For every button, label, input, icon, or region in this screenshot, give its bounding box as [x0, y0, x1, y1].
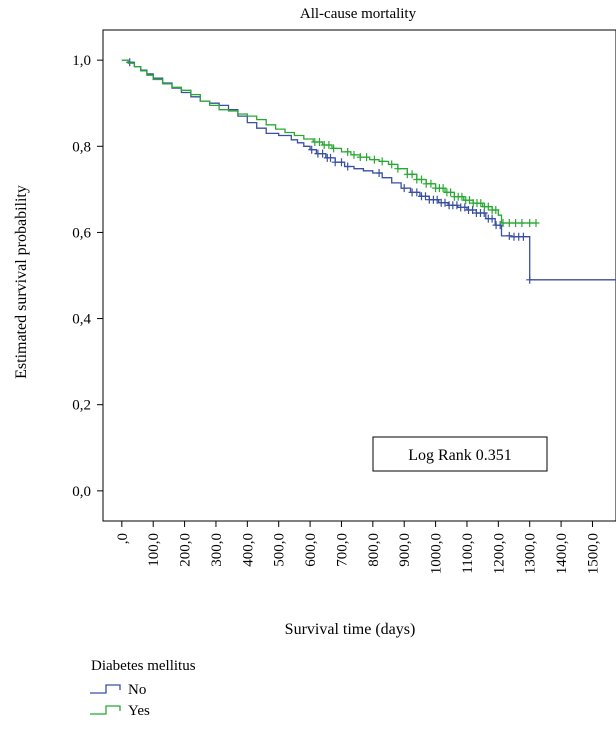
censor-mark: [526, 275, 534, 284]
censor-mark: [427, 179, 435, 188]
y-axis: 0,0 0,2 0,4 0,6 0,8 1,0: [72, 53, 103, 500]
censor-mark: [344, 162, 352, 171]
censor-mark: [484, 202, 492, 211]
censor-mark: [461, 203, 469, 212]
censor-mark: [439, 184, 447, 193]
censor-mark: [356, 153, 364, 162]
legend-label-no: No: [128, 682, 146, 698]
y-tick-label: 0,0: [72, 484, 91, 500]
y-tick-label: 0,8: [72, 139, 91, 155]
x-tick-label: ,0: [115, 533, 131, 544]
censor-mark: [526, 219, 534, 227]
censor-mark: [400, 184, 408, 193]
chart-title: All-cause mortality: [300, 6, 417, 22]
survival-curve-no: [121, 59, 616, 281]
legend-title: Diabetes mellitus: [91, 658, 196, 674]
x-tick-label: 1500,0: [585, 533, 601, 574]
censor-mark: [532, 219, 540, 227]
y-tick-label: 1,0: [72, 53, 91, 69]
legend-swatch-yes: [90, 705, 121, 715]
censor-mark: [325, 141, 333, 149]
censor-mark: [519, 232, 527, 241]
censor-mark: [350, 150, 358, 159]
censor-mark: [488, 214, 496, 223]
censor-mark: [308, 145, 316, 154]
x-tick-label: 400,0: [240, 533, 256, 567]
censor-mark: [469, 206, 477, 214]
x-tick-label: 1200,0: [491, 533, 507, 574]
censor-mark: [453, 201, 461, 210]
x-tick-label: 900,0: [397, 533, 413, 567]
censor-mark: [413, 188, 421, 197]
censor-mark: [505, 219, 513, 227]
censor-mark: [408, 170, 416, 179]
censor-mark: [499, 219, 507, 227]
censor-mark: [370, 155, 378, 164]
censor-mark: [447, 188, 455, 197]
x-tick-label: 200,0: [178, 533, 194, 567]
y-tick-label: 0,2: [72, 398, 91, 414]
y-tick-label: 0,6: [72, 225, 91, 241]
y-tick-label: 0,4: [72, 312, 91, 328]
x-axis: ,0 100,0 200,0 300,0 400,0 500,0 600,0 700,0 800…: [115, 521, 601, 574]
censor-mark: [363, 153, 371, 162]
censor-mark: [126, 58, 134, 67]
x-axis-label: Survival time (days): [285, 621, 416, 638]
censor-mark: [319, 149, 327, 158]
censor-mark: [330, 144, 338, 153]
censor-mark: [375, 169, 383, 177]
plot-area: [102, 29, 616, 522]
x-tick-label: 1400,0: [554, 533, 570, 574]
censor-mark: [338, 158, 345, 167]
y-axis-label: Estimated survival probability: [13, 185, 30, 379]
annotation-frame: [372, 436, 548, 472]
censor-mark: [378, 157, 386, 166]
censor-mark: [505, 231, 513, 240]
censor-mark: [331, 158, 339, 167]
legend-label-yes: Yes: [128, 703, 150, 719]
censor-mark: [394, 164, 402, 173]
x-tick-label: 800,0: [366, 533, 382, 567]
censor-mark: [433, 195, 441, 204]
censor-mark: [418, 175, 425, 184]
censor-mark: [512, 219, 520, 227]
x-tick-label: 1100,0: [460, 533, 476, 574]
censor-mark: [344, 147, 352, 156]
annotation-text: Log Rank 0.351: [408, 447, 512, 464]
censor-mark: [492, 206, 500, 214]
censor-mark: [327, 153, 334, 162]
censor-mark: [466, 196, 473, 205]
censor-mark: [458, 192, 466, 201]
plot-frame: [102, 29, 616, 522]
x-tick-label: 1000,0: [429, 533, 445, 574]
censor-mark: [388, 160, 396, 169]
x-tick-label: 500,0: [272, 533, 288, 567]
series-layer: [121, 58, 616, 284]
censor-mark: [477, 199, 485, 208]
x-tick-label: 100,0: [146, 533, 162, 567]
x-tick-label: 300,0: [209, 533, 225, 567]
censor-mark: [441, 198, 449, 207]
x-tick-label: 600,0: [303, 533, 319, 567]
log-rank-annotation: Log Rank 0.351: [372, 436, 548, 472]
censor-mark: [316, 138, 323, 146]
censor-mark: [518, 219, 526, 227]
x-tick-label: 700,0: [334, 533, 350, 567]
legend-swatch-no: [90, 684, 121, 694]
censor-mark: [422, 192, 429, 201]
x-tick-label: 1300,0: [523, 533, 539, 574]
legend: Diabetes mellitus No Yes: [90, 658, 196, 719]
